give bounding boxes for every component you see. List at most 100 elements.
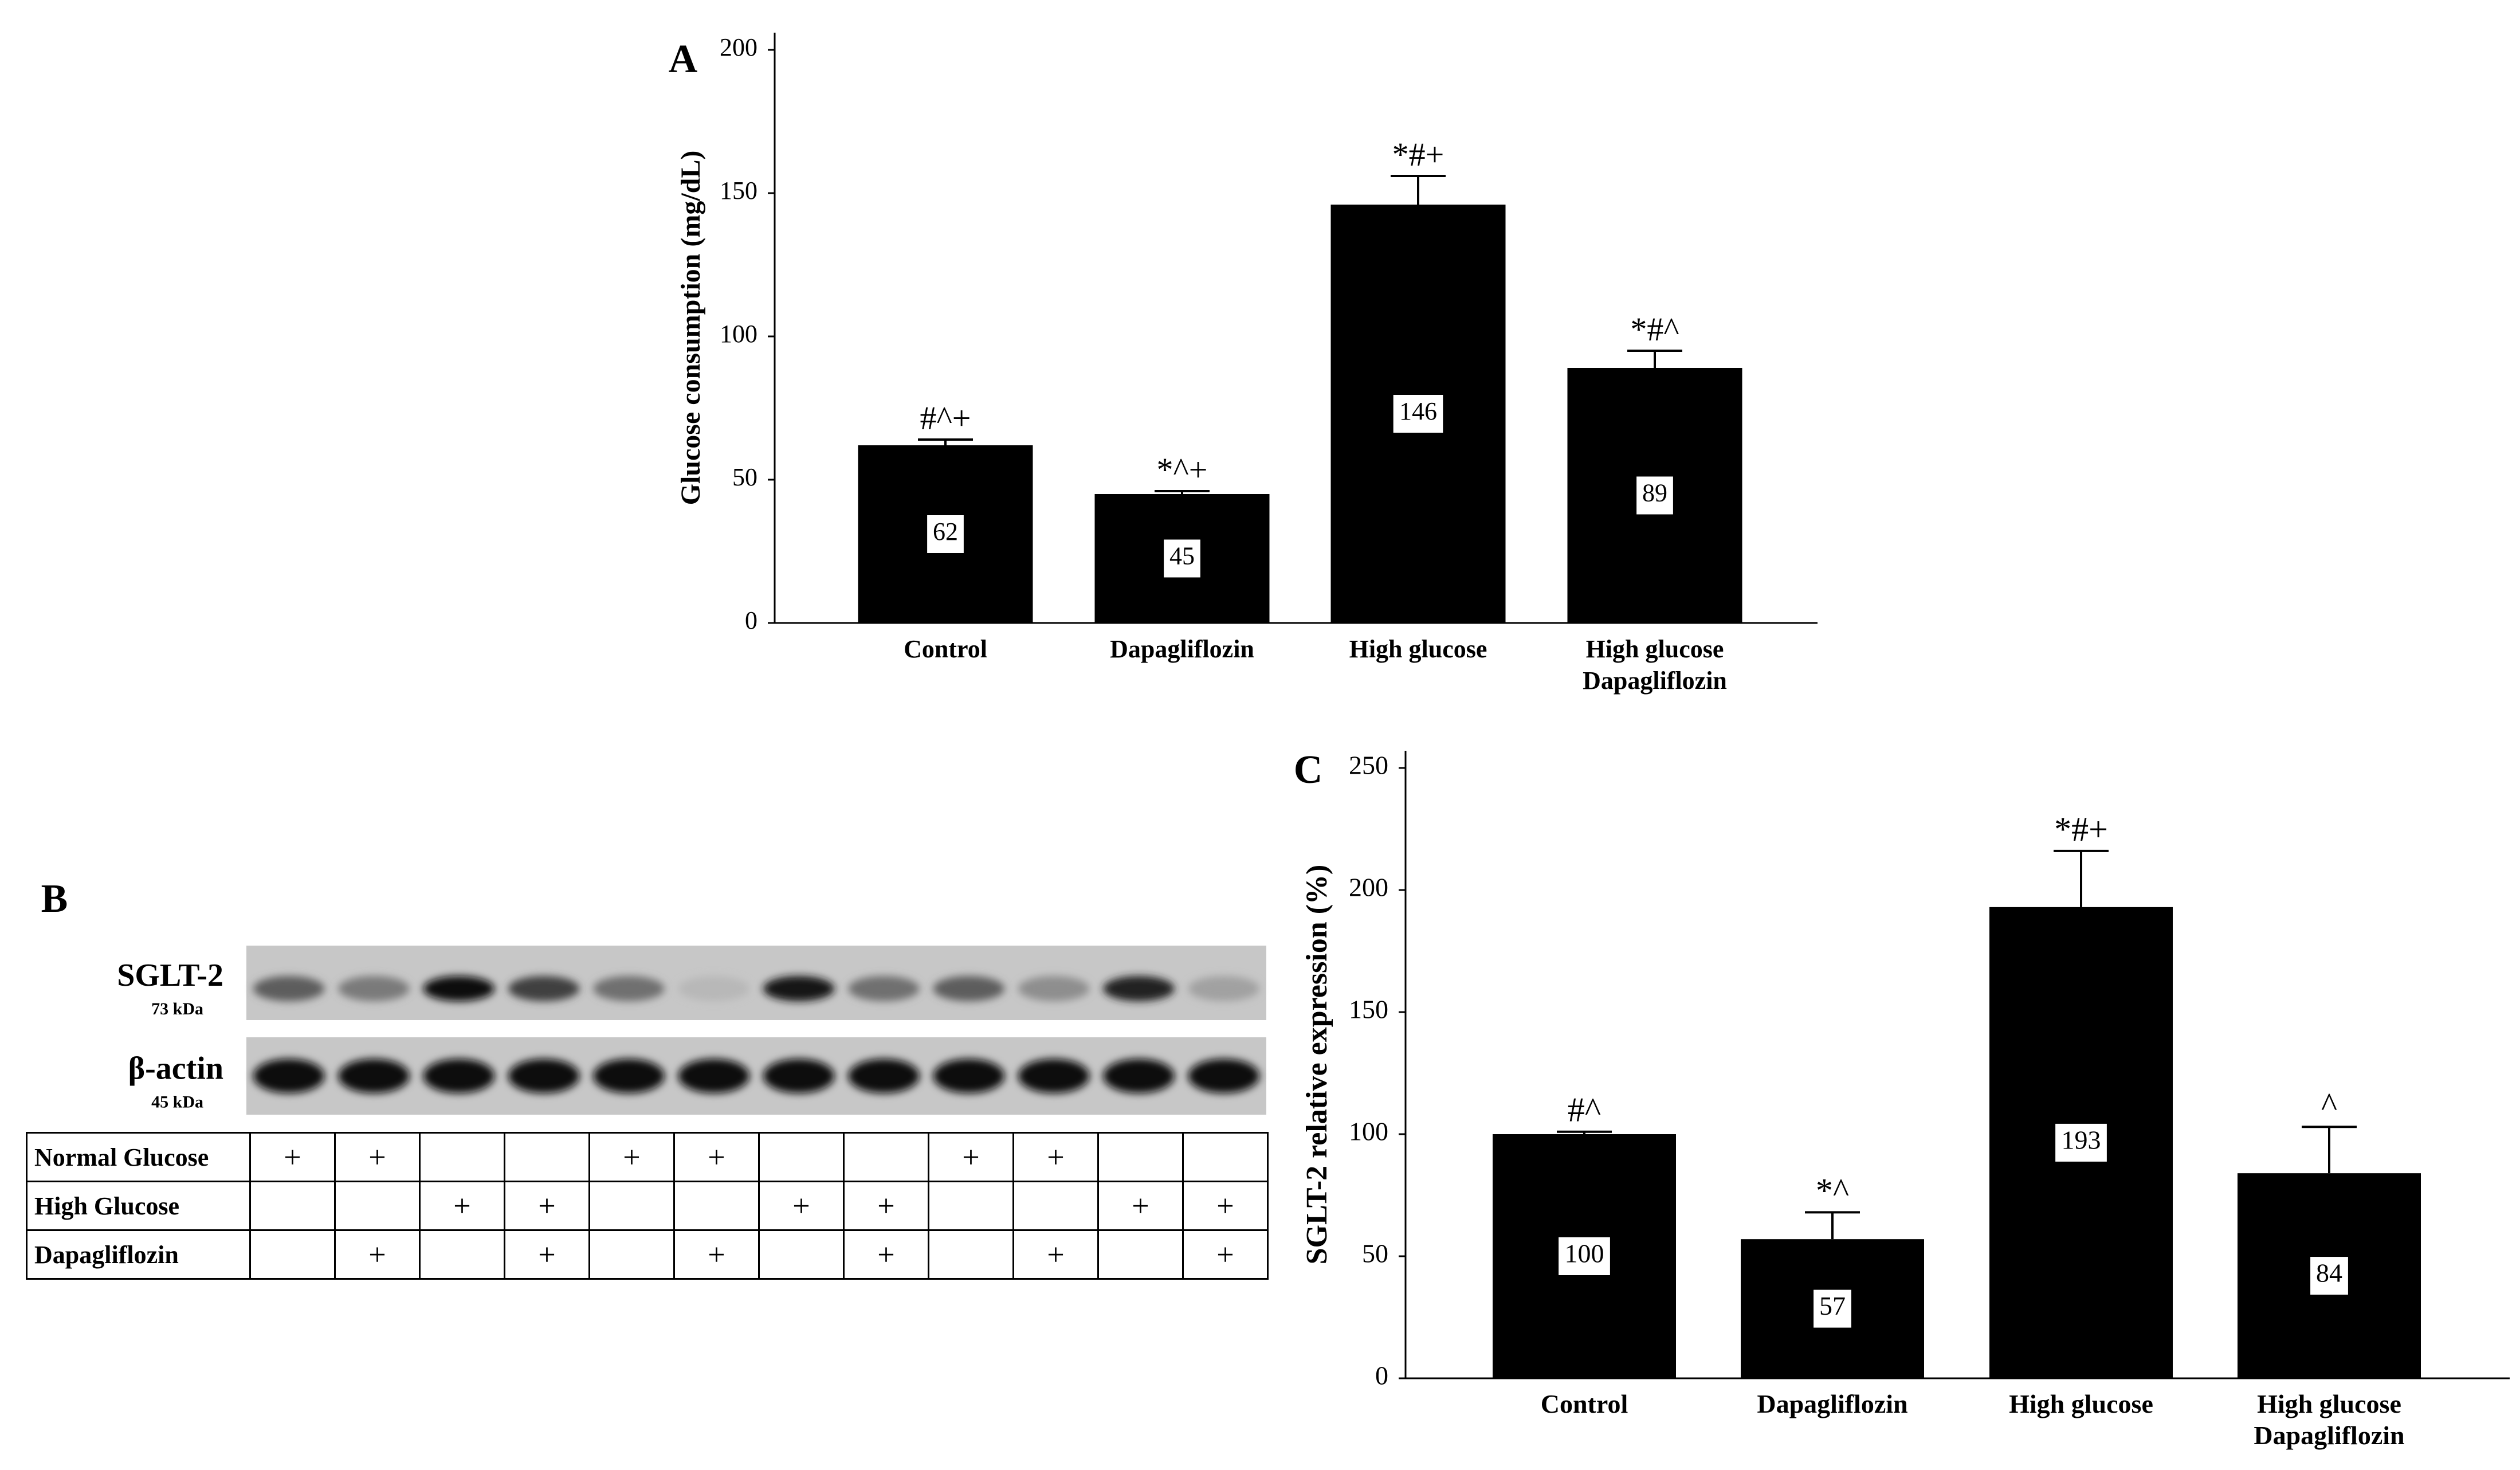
condition-mark [1097,1229,1184,1280]
condition-row: Normal Glucose + + + + + + [26,1132,1269,1182]
blot-band-size: 73 kDa [151,999,203,1018]
panel-c-chart: C 0 50 100 150 200 250 SGLT-2 relative expressi… [1294,748,2510,1450]
value-label-box [1814,1289,1851,1328]
condition-mark: + [1182,1181,1269,1231]
blot-background [246,946,1266,1020]
bar-group: ^ 84 [2238,1086,2421,1378]
blot-band [678,976,750,1001]
y-tick-label: 250 [1349,751,1388,780]
blot-band [1103,1059,1175,1093]
y-tick-label: 200 [720,33,757,61]
data-label: 100 [1565,1239,1604,1268]
x-tick-label: Dapagliflozin [2254,1421,2404,1450]
blot-band [678,1059,750,1093]
condition-mark: + [504,1229,590,1280]
blot-band-name: SGLT-2 [117,958,223,993]
condition-mark: + [758,1181,845,1231]
blot-band [423,976,495,1001]
y-tick-label: 150 [720,177,757,205]
condition-mark [758,1229,845,1280]
data-label: 193 [2062,1125,2101,1154]
value-label-box [927,515,964,553]
blot-band-name: β-actin [128,1050,223,1086]
condition-mark [1012,1181,1099,1231]
y-axis-label: Glucose consumption (mg/dL) [676,151,706,505]
x-tick-label: High glucose [1586,635,1724,663]
x-tick-label: High glucose [1349,635,1487,663]
value-label-box [1393,395,1443,433]
blot-band [763,976,835,1001]
significance-label: *#+ [1392,136,1445,173]
panel-label: B [41,877,68,921]
condition-label: Normal Glucose [26,1132,251,1182]
condition-mark [419,1229,505,1280]
panel-label: A [669,37,698,81]
value-label-box [2055,1123,2107,1162]
blot-band [1103,976,1175,1001]
blot-band [338,976,410,1001]
y-tick-label: 100 [1349,1117,1388,1146]
condition-mark: + [588,1132,675,1182]
blot-band-size: 45 kDa [151,1092,203,1111]
value-label-box [1636,476,1673,515]
data-label: 45 [1169,542,1195,570]
significance-label: *#+ [2054,810,2108,848]
significance-label: *^ [1816,1171,1849,1209]
condition-mark: + [1012,1132,1099,1182]
blot-band [593,1059,665,1093]
x-tick-label: Control [904,635,987,663]
bar-group: #^ 100 [1493,1091,1676,1378]
condition-mark [1182,1132,1269,1182]
condition-mark: + [1012,1229,1099,1280]
y-tick-label: 0 [1375,1361,1388,1390]
blot-band [253,1059,325,1093]
panel-b-western-blot: B SGLT-2 73 kDa β-actin 45 kDa [41,877,1266,1115]
blot-band [848,1059,920,1093]
panel-label: C [1294,748,1323,792]
y-tick-label: 0 [745,606,757,634]
x-tick-label: High glucose [2257,1389,2401,1418]
condition-mark [334,1181,421,1231]
condition-mark [504,1132,590,1182]
data-label: 84 [2316,1259,2342,1288]
blot-band [508,1059,580,1093]
value-label-box [1164,539,1200,578]
condition-mark: + [1182,1229,1269,1280]
y-tick-label: 100 [720,320,757,348]
bar-group: *#+ 146 [1330,136,1506,623]
condition-mark: + [928,1132,1014,1182]
condition-mark [249,1229,336,1280]
condition-mark: + [334,1229,421,1280]
condition-mark [758,1132,845,1182]
condition-mark [419,1132,505,1182]
data-label: 62 [933,518,958,546]
data-label: 146 [1399,397,1437,425]
condition-mark [673,1181,760,1231]
y-tick-label: 200 [1349,873,1388,902]
blot-band [848,976,920,1001]
blot-band [508,976,580,1001]
blot-band [253,976,325,1001]
significance-label: #^+ [920,399,971,437]
blot-band [1188,1059,1260,1093]
x-tick-label: High glucose [2009,1389,2153,1418]
condition-mark: + [843,1181,929,1231]
condition-row: Dapagliflozin + + + + + + [26,1229,1269,1280]
significance-label: *#^ [1630,311,1679,348]
condition-mark [588,1229,675,1280]
condition-label: Dapagliflozin [26,1229,251,1280]
condition-mark [588,1181,675,1231]
condition-mark: + [1097,1181,1184,1231]
condition-mark [1097,1132,1184,1182]
bar-group: *#^ 89 [1567,311,1742,623]
blot-band [1018,1059,1090,1093]
significance-label: ^ [2321,1086,2337,1124]
condition-mark [928,1181,1014,1231]
x-tick-label: Dapagliflozin [1757,1389,1907,1418]
condition-mark: + [249,1132,336,1182]
blot-band [763,1059,835,1093]
significance-label: #^ [1568,1091,1601,1129]
y-tick-label: 50 [732,463,757,491]
bar-group: *#+ 193 [1989,810,2173,1378]
bar-group: *^+ 45 [1094,451,1270,623]
